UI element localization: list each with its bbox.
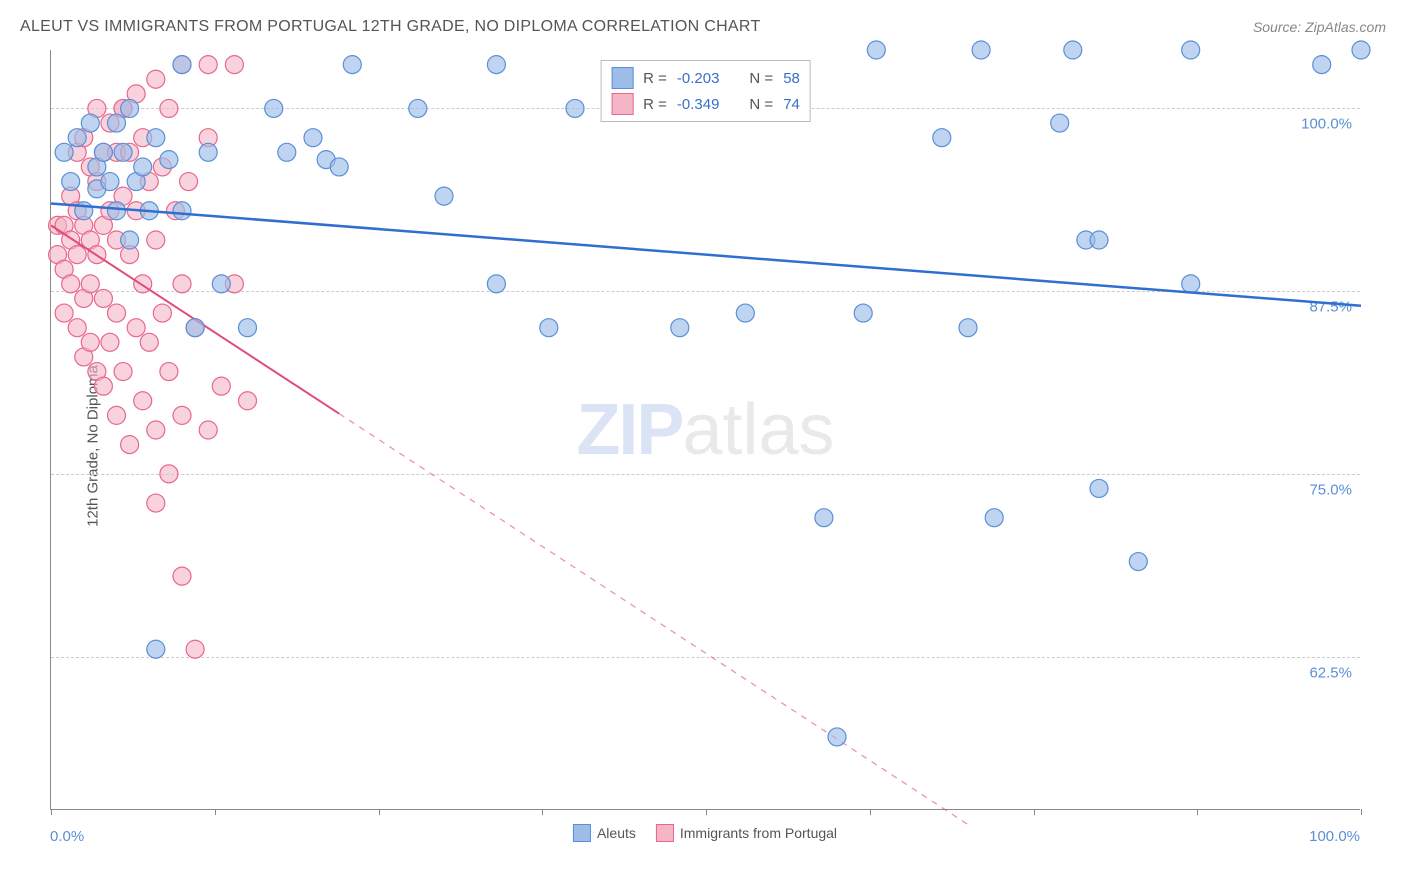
legend-row-aleuts: R = -0.203 N = 58 xyxy=(611,65,800,91)
x-max-label: 100.0% xyxy=(1309,828,1360,845)
legend-row-portugal: R = -0.349 N = 74 xyxy=(611,91,800,117)
plot-area: ZIPatlas R = -0.203 N = 58 R = -0.349 N … xyxy=(50,50,1360,810)
legend-item-portugal: Immigrants from Portugal xyxy=(656,824,837,842)
chart-title: ALEUT VS IMMIGRANTS FROM PORTUGAL 12TH G… xyxy=(20,18,761,36)
legend-swatch-icon xyxy=(656,824,674,842)
source-attribution: Source: ZipAtlas.com xyxy=(1253,19,1386,35)
legend-swatch-portugal xyxy=(611,93,633,115)
correlation-legend: R = -0.203 N = 58 R = -0.349 N = 74 xyxy=(600,60,811,122)
legend-swatch-icon xyxy=(573,824,591,842)
series-legend: Aleuts Immigrants from Portugal xyxy=(573,824,837,842)
x-axis-labels: 0.0% Aleuts Immigrants from Portugal 100… xyxy=(50,820,1360,850)
legend-item-aleuts: Aleuts xyxy=(573,824,636,842)
legend-swatch-aleuts xyxy=(611,67,633,89)
chart-canvas xyxy=(51,50,1360,809)
x-min-label: 0.0% xyxy=(50,828,84,845)
